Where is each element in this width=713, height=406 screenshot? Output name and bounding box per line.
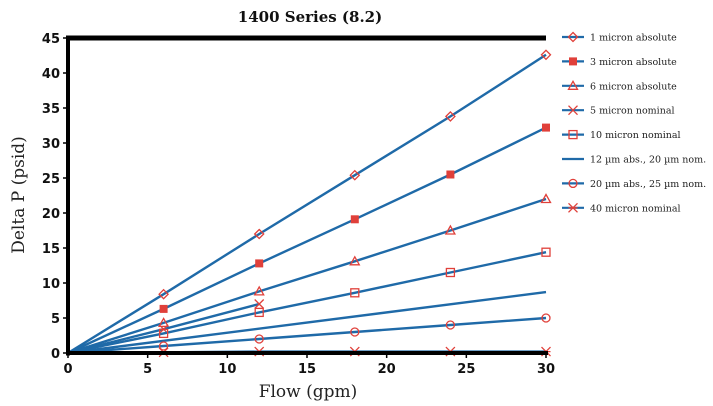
series-layer xyxy=(67,49,552,358)
data-point xyxy=(158,288,170,300)
data-point xyxy=(541,247,551,257)
legend-item: 6 micron absolute xyxy=(562,79,677,92)
legend-marker xyxy=(567,79,579,90)
data-point xyxy=(350,327,360,337)
legend-item: 20 µm abs., 25 µm nom. xyxy=(562,178,706,190)
data-point xyxy=(158,341,169,351)
legend-marker xyxy=(569,57,577,66)
series-line xyxy=(67,251,547,355)
chart-title: 1400 Series (8.2) xyxy=(238,8,382,26)
x-tick-label: 5 xyxy=(143,362,152,377)
ticks-layer: 0 5 10 15 20 25 30 0 5 10 15 20 25 30 35 40 45 xyxy=(42,32,555,377)
y-tick-label: 0 xyxy=(51,347,60,362)
data-point xyxy=(254,299,265,309)
data-point xyxy=(253,285,265,296)
y-tick-label: 30 xyxy=(42,137,60,152)
y-tick-label: 10 xyxy=(42,277,60,292)
legend-label: 20 µm abs., 25 µm nom. xyxy=(590,179,706,190)
data-point xyxy=(253,228,265,240)
legend-item: 1 micron absolute xyxy=(562,31,677,44)
series-line xyxy=(67,316,547,355)
x-tick-label: 10 xyxy=(218,362,236,377)
series-1 xyxy=(67,49,552,355)
data-point xyxy=(446,170,455,179)
data-point xyxy=(540,193,552,204)
data-point xyxy=(444,224,457,235)
legend-item: 10 micron nominal xyxy=(562,129,681,141)
series-5 xyxy=(67,247,551,355)
legend-marker xyxy=(567,31,579,43)
x-axis-label: Flow (gpm) xyxy=(259,382,358,402)
legend-marker xyxy=(568,178,578,189)
data-point xyxy=(254,307,264,318)
y-tick-label: 15 xyxy=(42,242,60,257)
legend-label: 12 µm abs., 20 µm nom. xyxy=(590,155,706,166)
y-tick-label: 5 xyxy=(51,312,60,327)
y-axis-label: Delta P (psid) xyxy=(9,136,29,254)
legend-label: 40 micron nominal xyxy=(590,203,681,214)
data-point xyxy=(159,304,168,313)
x-tick-label: 25 xyxy=(457,362,475,377)
plot-area xyxy=(68,38,546,353)
data-point xyxy=(540,49,552,61)
x-tick-label: 30 xyxy=(537,362,555,377)
data-point xyxy=(541,313,551,323)
x-tick-label: 15 xyxy=(298,362,316,377)
legend-marker xyxy=(568,129,578,140)
series-line xyxy=(67,197,547,355)
series-line xyxy=(67,126,547,355)
data-point xyxy=(350,215,359,224)
data-point xyxy=(349,255,361,266)
data-point xyxy=(542,123,550,132)
legend-item: 12 µm abs., 20 µm nom. xyxy=(562,155,706,166)
y-tick-label: 25 xyxy=(42,172,60,187)
data-point xyxy=(157,317,170,328)
legend-label: 5 micron nominal xyxy=(590,106,675,117)
y-tick-label: 35 xyxy=(42,102,60,117)
legend: 1 micron absolute 3 micron absolute 6 micr… xyxy=(562,31,706,214)
legend-label: 3 micron absolute xyxy=(590,57,677,68)
legend-item: 40 micron nominal xyxy=(562,202,681,214)
data-point xyxy=(255,259,264,268)
legend-label: 6 micron absolute xyxy=(590,81,677,92)
data-point xyxy=(158,328,169,339)
legend-item: 5 micron nominal xyxy=(562,105,675,117)
legend-label: 10 micron nominal xyxy=(590,130,681,141)
legend-item: 3 micron absolute xyxy=(562,57,677,68)
y-tick-label: 40 xyxy=(42,67,60,82)
y-tick-label: 45 xyxy=(42,32,60,47)
series-7 xyxy=(67,313,551,355)
data-point xyxy=(254,334,264,344)
series-2 xyxy=(67,123,550,355)
data-point xyxy=(444,110,456,122)
data-point xyxy=(445,320,456,330)
legend-label: 1 micron absolute xyxy=(590,33,677,44)
data-point xyxy=(349,169,361,181)
series-6 xyxy=(67,290,547,355)
series-line xyxy=(67,53,547,355)
x-tick-label: 0 xyxy=(63,362,72,377)
data-point xyxy=(350,288,360,298)
plot-background xyxy=(68,38,546,353)
series-line xyxy=(67,290,547,355)
legend-marker xyxy=(568,202,578,213)
series-3 xyxy=(67,193,552,355)
y-tick-label: 20 xyxy=(42,207,60,222)
data-point xyxy=(445,267,456,278)
legend-marker xyxy=(568,105,578,116)
x-tick-label: 20 xyxy=(378,362,396,377)
